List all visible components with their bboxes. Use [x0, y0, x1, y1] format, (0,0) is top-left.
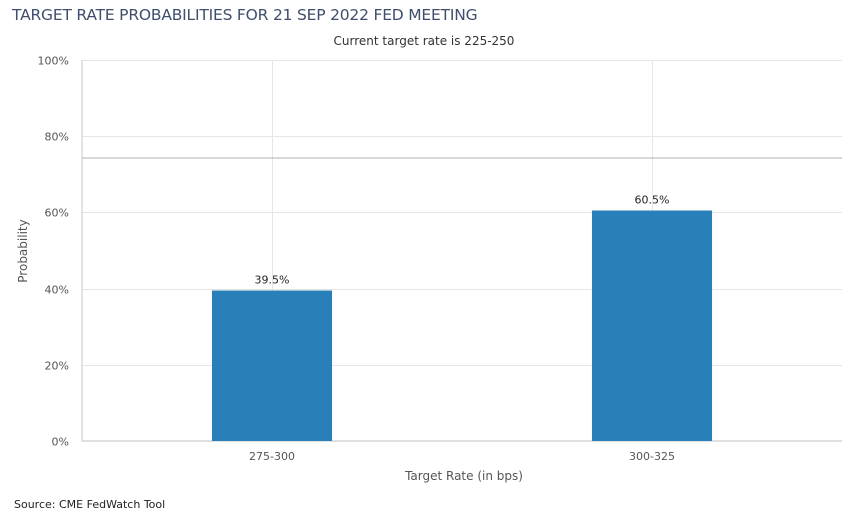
chart-title: TARGET RATE PROBABILITIES FOR 21 SEP 202… [12, 6, 478, 24]
x-tick-labels: 275-300 300-325 [249, 450, 675, 463]
bar-275-300[interactable] [211, 290, 333, 441]
x-tick-label: 300-325 [629, 450, 675, 463]
data-label: 39.5% [255, 274, 290, 287]
bars [211, 210, 713, 441]
y-tick-label: 20% [45, 360, 69, 373]
data-label: 60.5% [635, 193, 670, 206]
gridlines [82, 60, 842, 441]
y-tick-label: 80% [45, 131, 69, 144]
y-tick-labels: 0% 20% 40% 60% 80% 100% [38, 55, 69, 449]
y-tick-label: 60% [45, 207, 69, 220]
bar-300-325[interactable] [591, 210, 713, 441]
y-axis-label: Probability [16, 219, 30, 282]
y-tick-label: 0% [52, 436, 69, 449]
data-labels: 39.5% 60.5% [255, 193, 670, 286]
y-tick-label: 40% [45, 284, 69, 297]
x-axis-label: Target Rate (in bps) [404, 469, 523, 483]
chart-subtitle: Current target rate is 225-250 [333, 34, 515, 48]
y-tick-label: 100% [38, 55, 69, 68]
source-note: Source: CME FedWatch Tool [14, 498, 166, 511]
x-tick-label: 275-300 [249, 450, 295, 463]
